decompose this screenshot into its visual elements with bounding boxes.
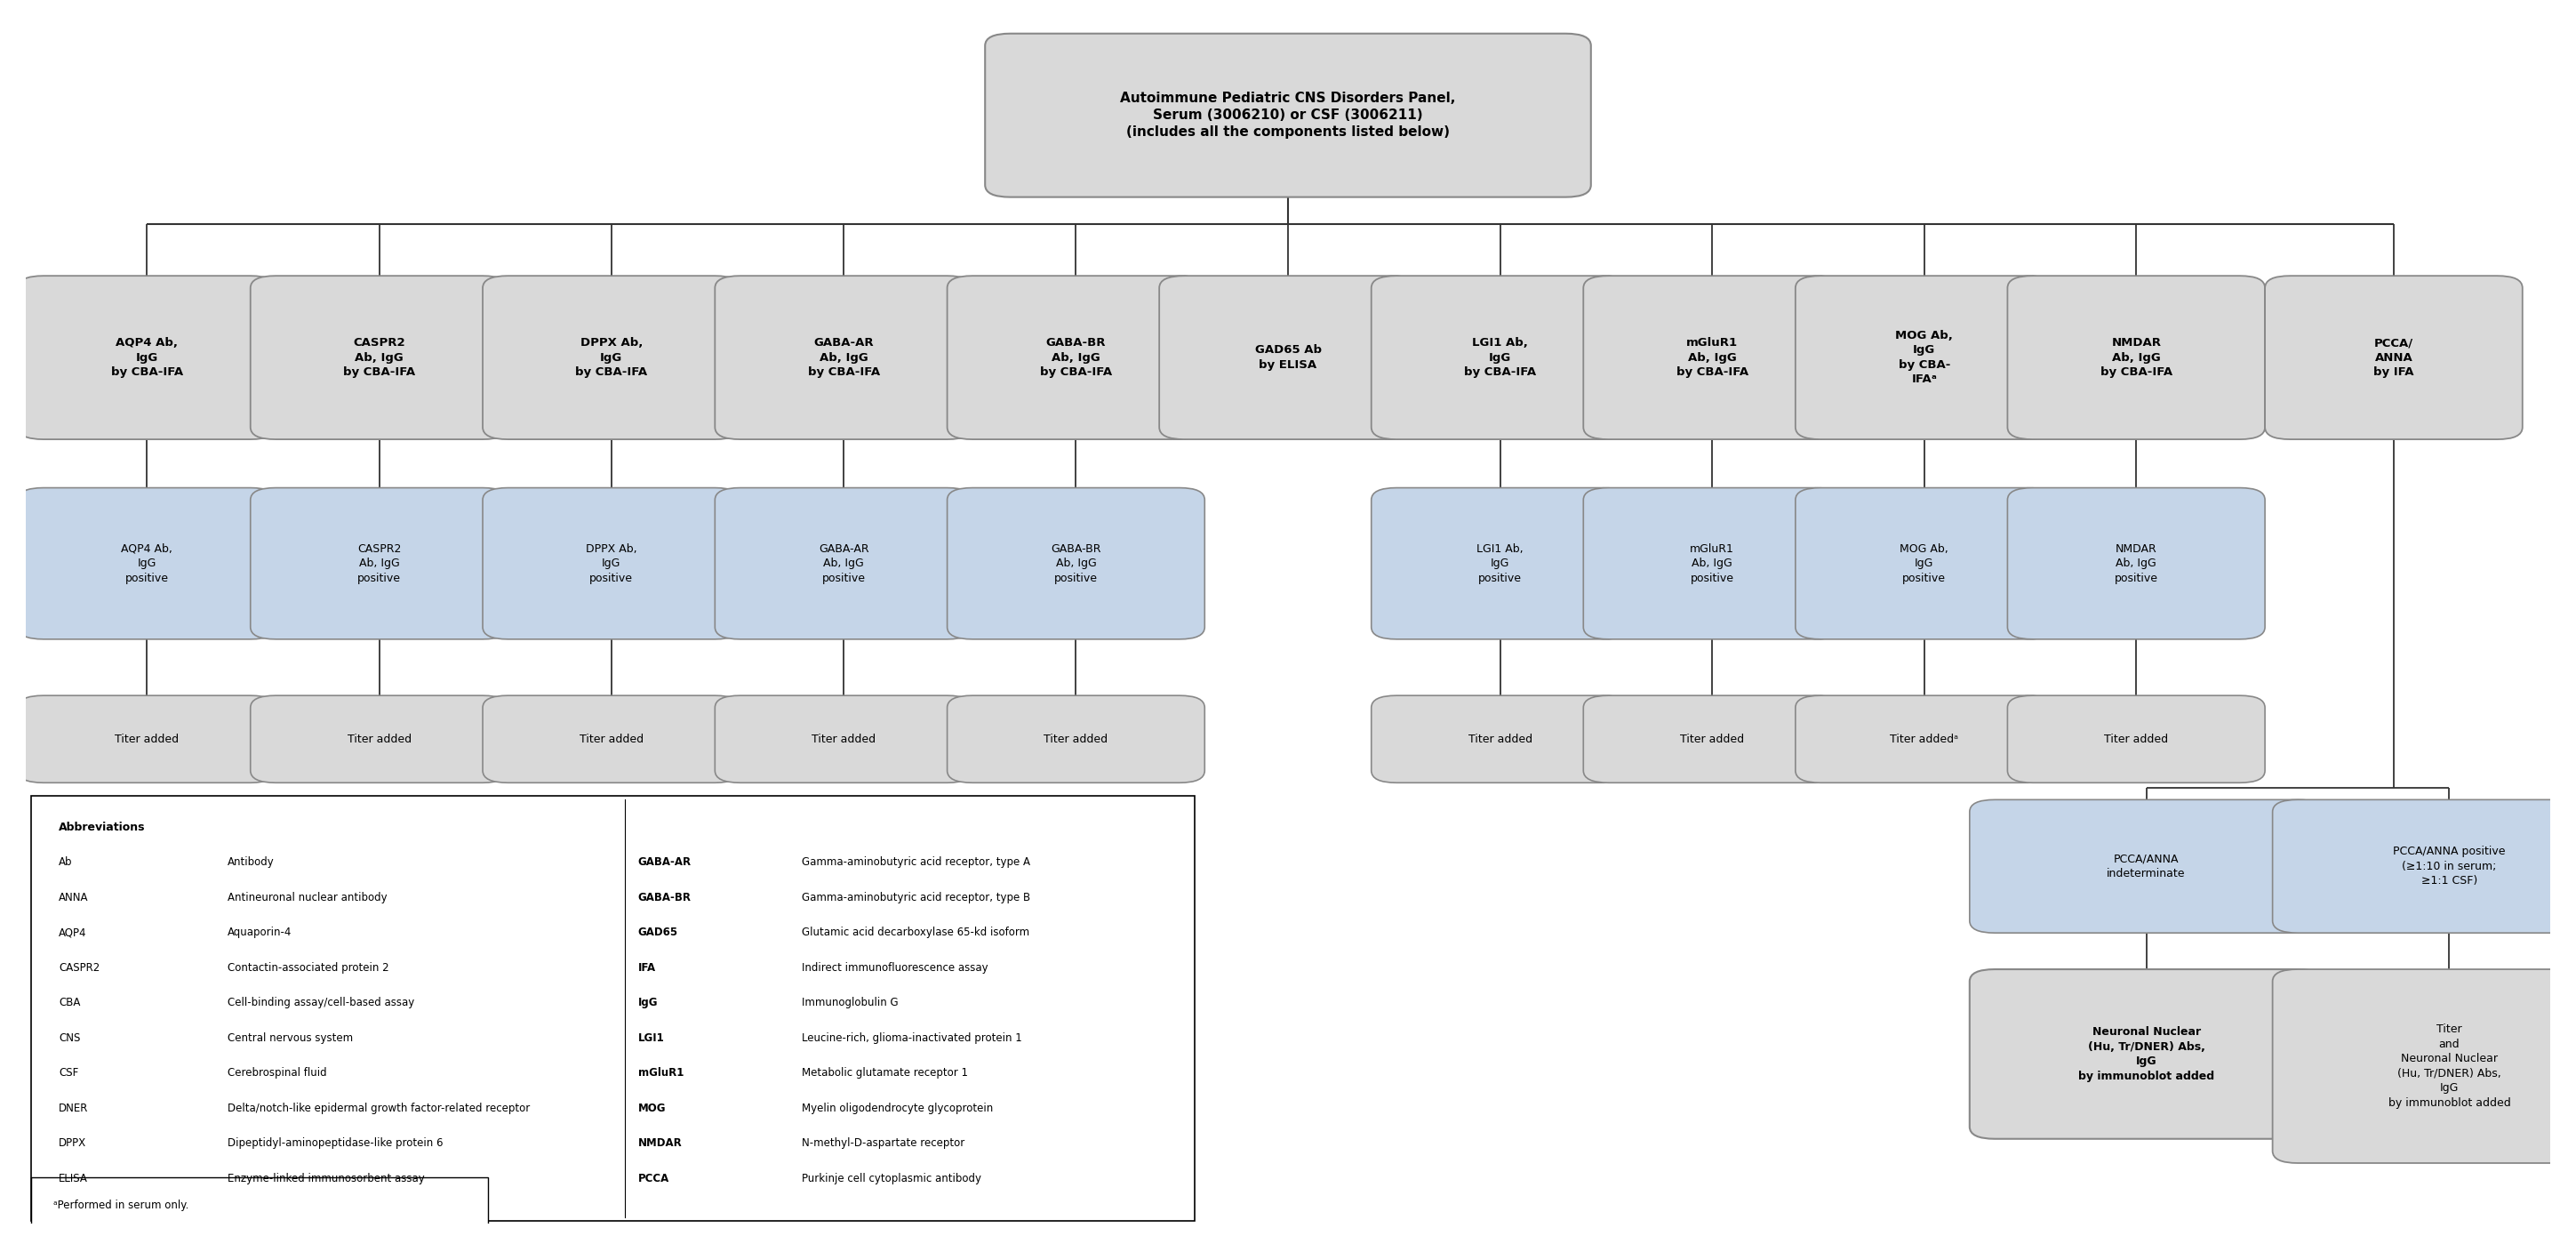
- Text: N-methyl-D-aspartate receptor: N-methyl-D-aspartate receptor: [801, 1137, 966, 1149]
- FancyBboxPatch shape: [2272, 969, 2576, 1163]
- Text: AQP4 Ab,
IgG
positive: AQP4 Ab, IgG positive: [121, 543, 173, 583]
- Text: Titer addedᵃ: Titer addedᵃ: [1891, 733, 1958, 745]
- Text: mGluR1: mGluR1: [639, 1068, 683, 1079]
- FancyBboxPatch shape: [2272, 800, 2576, 933]
- Text: Indirect immunofluorescence assay: Indirect immunofluorescence assay: [801, 962, 989, 974]
- Text: LGI1: LGI1: [639, 1032, 665, 1044]
- Text: Central nervous system: Central nervous system: [227, 1032, 353, 1044]
- FancyBboxPatch shape: [1795, 488, 2053, 639]
- FancyBboxPatch shape: [482, 696, 739, 782]
- Text: Glutamic acid decarboxylase 65-kd isoform: Glutamic acid decarboxylase 65-kd isofor…: [801, 927, 1030, 938]
- Text: ELISA: ELISA: [59, 1173, 88, 1184]
- Text: CASPR2: CASPR2: [59, 962, 100, 974]
- Text: GABA-BR: GABA-BR: [639, 891, 690, 904]
- Text: GABA-BR
Ab, IgG
positive: GABA-BR Ab, IgG positive: [1051, 543, 1100, 583]
- FancyBboxPatch shape: [984, 33, 1592, 197]
- FancyBboxPatch shape: [1971, 800, 2324, 933]
- FancyBboxPatch shape: [2007, 488, 2264, 639]
- FancyBboxPatch shape: [716, 488, 971, 639]
- Text: Titer added: Titer added: [1680, 733, 1744, 745]
- Text: LGI1 Ab,
IgG
positive: LGI1 Ab, IgG positive: [1476, 543, 1522, 583]
- Text: Leucine-rich, glioma-inactivated protein 1: Leucine-rich, glioma-inactivated protein…: [801, 1032, 1023, 1044]
- FancyBboxPatch shape: [18, 696, 276, 782]
- Text: Autoimmune Pediatric CNS Disorders Panel,
Serum (3006210) or CSF (3006211)
(incl: Autoimmune Pediatric CNS Disorders Panel…: [1121, 91, 1455, 140]
- Text: MOG: MOG: [639, 1103, 667, 1114]
- Text: PCCA: PCCA: [639, 1173, 670, 1184]
- Text: Enzyme-linked immunosorbent assay: Enzyme-linked immunosorbent assay: [227, 1173, 425, 1184]
- FancyBboxPatch shape: [250, 488, 507, 639]
- Text: PCCA/
ANNA
by IFA: PCCA/ ANNA by IFA: [2372, 337, 2414, 378]
- Text: GAD65: GAD65: [639, 927, 677, 938]
- FancyBboxPatch shape: [948, 276, 1206, 439]
- Text: LGI1 Ab,
IgG
by CBA-IFA: LGI1 Ab, IgG by CBA-IFA: [1463, 337, 1535, 378]
- FancyBboxPatch shape: [31, 1178, 487, 1234]
- FancyBboxPatch shape: [1159, 276, 1417, 439]
- FancyBboxPatch shape: [1584, 276, 1842, 439]
- FancyBboxPatch shape: [18, 276, 276, 439]
- Text: Antibody: Antibody: [227, 857, 276, 868]
- Text: Titer added: Titer added: [348, 733, 412, 745]
- Text: Abbreviations: Abbreviations: [59, 822, 144, 833]
- Text: Immunoglobulin G: Immunoglobulin G: [801, 997, 899, 1009]
- FancyBboxPatch shape: [482, 488, 739, 639]
- Text: PCCA/ANNA positive
(≥1:10 in serum;
≥1:1 CSF): PCCA/ANNA positive (≥1:10 in serum; ≥1:1…: [2393, 845, 2506, 886]
- Text: Titer added: Titer added: [2105, 733, 2169, 745]
- FancyBboxPatch shape: [482, 276, 739, 439]
- Text: MOG Ab,
IgG
positive: MOG Ab, IgG positive: [1901, 543, 1947, 583]
- FancyBboxPatch shape: [1795, 276, 2053, 439]
- Text: CSF: CSF: [59, 1068, 77, 1079]
- Text: CBA: CBA: [59, 997, 80, 1009]
- FancyBboxPatch shape: [1584, 488, 1842, 639]
- Text: Titer added: Titer added: [1468, 733, 1533, 745]
- Text: CASPR2
Ab, IgG
by CBA-IFA: CASPR2 Ab, IgG by CBA-IFA: [343, 337, 415, 378]
- FancyBboxPatch shape: [2007, 276, 2264, 439]
- Text: DPPX Ab,
IgG
by CBA-IFA: DPPX Ab, IgG by CBA-IFA: [574, 337, 647, 378]
- Text: CNS: CNS: [59, 1032, 80, 1044]
- FancyBboxPatch shape: [1795, 696, 2053, 782]
- Text: IFA: IFA: [639, 962, 657, 974]
- FancyBboxPatch shape: [948, 696, 1206, 782]
- FancyBboxPatch shape: [18, 488, 276, 639]
- Text: Contactin-associated protein 2: Contactin-associated protein 2: [227, 962, 389, 974]
- Text: Titer added: Titer added: [580, 733, 644, 745]
- Text: ANNA: ANNA: [59, 891, 88, 904]
- Text: GABA-BR
Ab, IgG
by CBA-IFA: GABA-BR Ab, IgG by CBA-IFA: [1041, 337, 1113, 378]
- FancyBboxPatch shape: [31, 796, 1195, 1221]
- Text: NMDAR
Ab, IgG
positive: NMDAR Ab, IgG positive: [2115, 543, 2159, 583]
- Text: Gamma-aminobutyric acid receptor, type B: Gamma-aminobutyric acid receptor, type B: [801, 891, 1030, 904]
- Text: DNER: DNER: [59, 1103, 88, 1114]
- Text: PCCA/ANNA
indeterminate: PCCA/ANNA indeterminate: [2107, 853, 2184, 880]
- FancyBboxPatch shape: [250, 696, 507, 782]
- Text: Titer added: Titer added: [116, 733, 178, 745]
- FancyBboxPatch shape: [2264, 276, 2522, 439]
- FancyBboxPatch shape: [250, 276, 507, 439]
- FancyBboxPatch shape: [948, 488, 1206, 639]
- Text: DPPX: DPPX: [59, 1137, 85, 1149]
- FancyBboxPatch shape: [1370, 696, 1628, 782]
- Text: Metabolic glutamate receptor 1: Metabolic glutamate receptor 1: [801, 1068, 969, 1079]
- Text: Antineuronal nuclear antibody: Antineuronal nuclear antibody: [227, 891, 386, 904]
- FancyBboxPatch shape: [1370, 488, 1628, 639]
- Text: GABA-AR
Ab, IgG
positive: GABA-AR Ab, IgG positive: [819, 543, 868, 583]
- FancyBboxPatch shape: [1370, 276, 1628, 439]
- Text: Aquaporin-4: Aquaporin-4: [227, 927, 291, 938]
- FancyBboxPatch shape: [1971, 969, 2324, 1138]
- Text: ᵃPerformed in serum only.: ᵃPerformed in serum only.: [54, 1200, 188, 1211]
- Text: Cell-binding assay/cell-based assay: Cell-binding assay/cell-based assay: [227, 997, 415, 1009]
- Text: Cerebrospinal fluid: Cerebrospinal fluid: [227, 1068, 327, 1079]
- Text: Ab: Ab: [59, 857, 72, 868]
- Text: NMDAR: NMDAR: [639, 1137, 683, 1149]
- FancyBboxPatch shape: [716, 276, 971, 439]
- Text: GABA-AR
Ab, IgG
by CBA-IFA: GABA-AR Ab, IgG by CBA-IFA: [809, 337, 881, 378]
- Text: DPPX Ab,
IgG
positive: DPPX Ab, IgG positive: [585, 543, 636, 583]
- Text: NMDAR
Ab, IgG
by CBA-IFA: NMDAR Ab, IgG by CBA-IFA: [2099, 337, 2172, 378]
- Text: mGluR1
Ab, IgG
by CBA-IFA: mGluR1 Ab, IgG by CBA-IFA: [1677, 337, 1749, 378]
- Text: IgG: IgG: [639, 997, 657, 1009]
- Text: AQP4 Ab,
IgG
by CBA-IFA: AQP4 Ab, IgG by CBA-IFA: [111, 337, 183, 378]
- Text: GABA-AR: GABA-AR: [639, 857, 690, 868]
- Text: GAD65 Ab
by ELISA: GAD65 Ab by ELISA: [1255, 345, 1321, 371]
- Text: Titer
and
Neuronal Nuclear
(Hu, Tr/DNER) Abs,
IgG
by immunoblot added: Titer and Neuronal Nuclear (Hu, Tr/DNER)…: [2388, 1023, 2512, 1109]
- Text: Gamma-aminobutyric acid receptor, type A: Gamma-aminobutyric acid receptor, type A: [801, 857, 1030, 868]
- Text: mGluR1
Ab, IgG
positive: mGluR1 Ab, IgG positive: [1690, 543, 1734, 583]
- Text: MOG Ab,
IgG
by CBA-
IFAᵃ: MOG Ab, IgG by CBA- IFAᵃ: [1896, 330, 1953, 386]
